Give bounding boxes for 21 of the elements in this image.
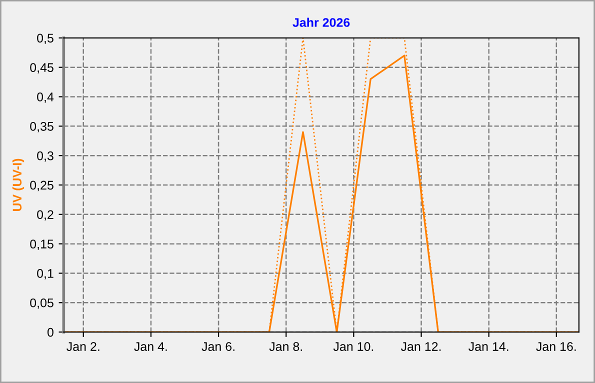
x-tick-label: Jan 2. [66, 342, 100, 351]
x-tick-label: Jan 14. [468, 342, 508, 351]
y-tick-label: 0,1 [37, 269, 54, 280]
chart-title: Jahr 2026 [292, 18, 350, 27]
y-tick-label: 0,4 [37, 92, 54, 103]
x-tick-label: Jan 16. [536, 342, 576, 351]
x-tick-label: Jan 8. [269, 342, 302, 351]
x-tick-label: Jan 6. [202, 342, 234, 351]
x-tick-label: Jan 4. [134, 342, 167, 351]
y-tick-label: 0,3 [37, 151, 54, 162]
y-tick-label: 0,45 [30, 63, 54, 74]
y-tick-label: 0,35 [30, 122, 54, 132]
y-tick-label: 0,5 [37, 34, 54, 44]
y-tick-label: 0,15 [30, 240, 54, 250]
y-tick-label: 0,2 [37, 210, 54, 221]
x-tick-label: Jan 12. [400, 342, 441, 351]
y-axis-title: UV (UV-I) [12, 158, 24, 211]
x-tick-label: Jan 10. [333, 342, 374, 351]
y-tick-label: 0 [47, 328, 54, 337]
y-tick-label: 0,05 [30, 298, 54, 309]
y-tick-label: 0,25 [30, 180, 54, 192]
